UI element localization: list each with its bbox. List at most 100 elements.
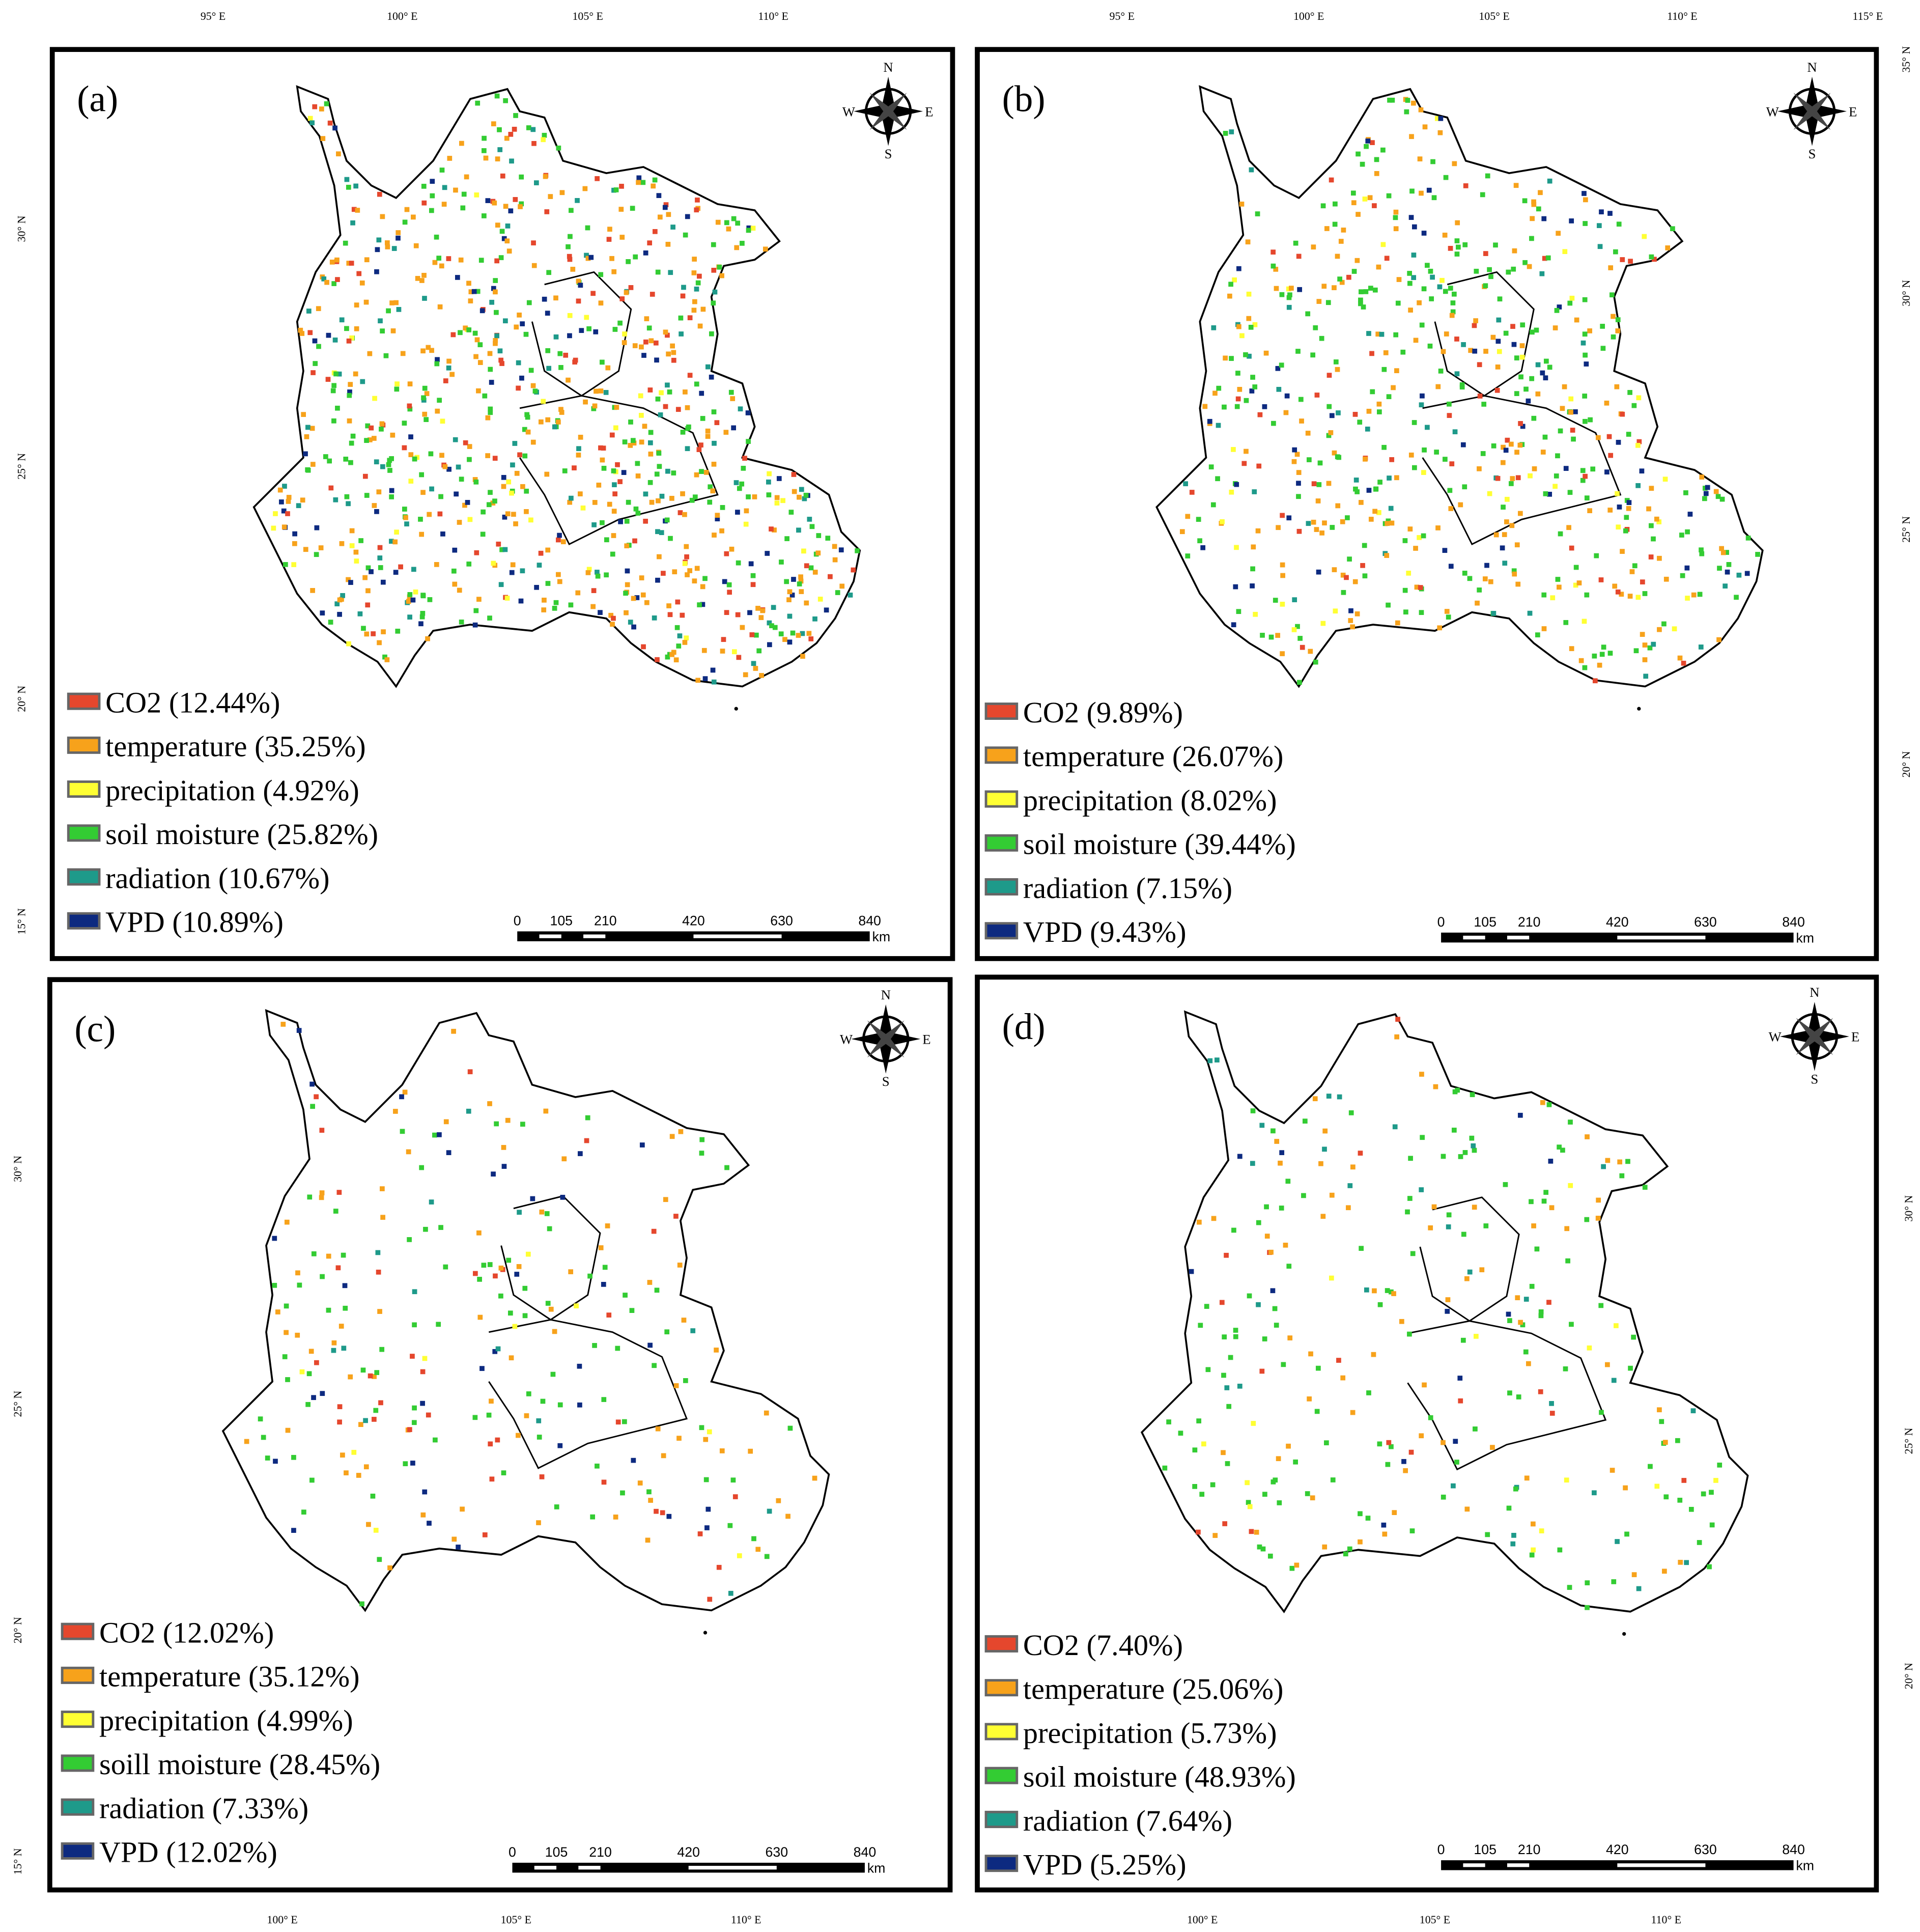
pixel: [1600, 346, 1606, 351]
scale-bar-segment: [688, 1866, 777, 1870]
pixel: [1403, 1468, 1408, 1473]
pixel: [319, 1128, 325, 1133]
pixel: [1385, 1288, 1390, 1293]
pixel: [465, 500, 470, 505]
pixel: [1624, 1531, 1629, 1537]
pixel: [1408, 1449, 1414, 1455]
pixel: [301, 1509, 306, 1515]
pixel: [735, 220, 741, 226]
pixel: [380, 579, 386, 585]
pixel: [804, 600, 809, 606]
pixel: [1598, 577, 1604, 582]
pixel: [524, 488, 529, 494]
pixel: [1552, 484, 1558, 489]
pixel: [1580, 468, 1586, 473]
pixel: [595, 573, 601, 579]
pixel: [384, 657, 390, 662]
pixel: [563, 352, 569, 358]
pixel: [336, 1190, 342, 1195]
pixel: [1200, 545, 1206, 550]
legend-swatch: [67, 868, 101, 886]
pixel: [367, 437, 373, 442]
pixel: [1280, 573, 1285, 578]
pixel: [1333, 201, 1338, 207]
pixel: [1199, 1492, 1205, 1497]
pixel: [422, 296, 427, 301]
pixel: [477, 1277, 482, 1282]
pixel: [598, 610, 603, 615]
pixel: [1294, 1562, 1300, 1568]
pixel: [1491, 610, 1497, 616]
pixel: [576, 446, 581, 452]
pixel: [605, 365, 611, 371]
pixel: [534, 180, 539, 185]
pixel: [1620, 411, 1625, 417]
pixel: [801, 548, 806, 554]
pixel: [518, 598, 524, 604]
pixel: [516, 360, 521, 366]
pixel: [458, 330, 463, 335]
pixel: [1274, 1323, 1279, 1328]
pixel: [1249, 167, 1254, 173]
pixel: [1358, 297, 1363, 303]
pixel: [550, 1371, 556, 1377]
pixel: [1321, 284, 1327, 289]
pixel: [303, 547, 308, 552]
pixel: [435, 408, 440, 414]
pixel: [372, 436, 377, 441]
pixel: [1211, 325, 1217, 330]
pixel: [1366, 1390, 1371, 1395]
pixel: [785, 1514, 790, 1519]
pixel: [1598, 1303, 1604, 1308]
pixel: [309, 1477, 315, 1483]
pixel: [603, 390, 609, 395]
pixel: [1549, 1411, 1555, 1416]
coordinate-label: 100° E: [1293, 10, 1324, 22]
pixel: [319, 1195, 324, 1200]
pixel: [299, 1369, 305, 1375]
pixel: [387, 458, 392, 463]
pixel: [377, 191, 382, 197]
legend-swatch: [984, 1679, 1019, 1697]
pixel: [659, 530, 664, 536]
pixel: [495, 222, 500, 228]
pixel: [631, 438, 636, 443]
pixel: [432, 260, 438, 265]
pixel: [365, 565, 371, 571]
pixel: [296, 503, 301, 509]
pixel: [812, 570, 818, 575]
pixel: [1446, 614, 1451, 620]
pixel: [1702, 496, 1707, 501]
pixel: [680, 293, 686, 299]
pixel: [331, 281, 337, 286]
pixel: [351, 207, 357, 212]
pixel: [731, 216, 737, 221]
pixel: [1183, 481, 1189, 487]
pixel: [613, 425, 618, 431]
pixel: [586, 567, 592, 572]
pixel: [798, 574, 803, 580]
pixel: [1582, 619, 1587, 624]
pixel: [327, 120, 333, 126]
pixel: [569, 208, 574, 213]
scale-label: 420: [1606, 914, 1629, 930]
pixel: [758, 615, 764, 620]
pixel: [1228, 1355, 1233, 1360]
pixel: [305, 1402, 310, 1407]
pixel: [425, 636, 430, 641]
pixel: [592, 500, 598, 505]
pixel: [1365, 426, 1370, 432]
pixel: [590, 604, 596, 609]
pixel: [1691, 592, 1697, 598]
pixel: [559, 190, 565, 195]
legend-label: precipitation (5.73%): [1023, 1716, 1277, 1749]
pixel: [1310, 1495, 1315, 1501]
pixel: [1500, 545, 1505, 551]
pixel: [568, 1269, 574, 1274]
pixel: [600, 520, 605, 525]
pixel: [1631, 1572, 1637, 1577]
pixel: [285, 511, 290, 516]
pixel: [1179, 529, 1185, 535]
pixel: [1601, 645, 1606, 650]
pixel: [344, 177, 350, 182]
